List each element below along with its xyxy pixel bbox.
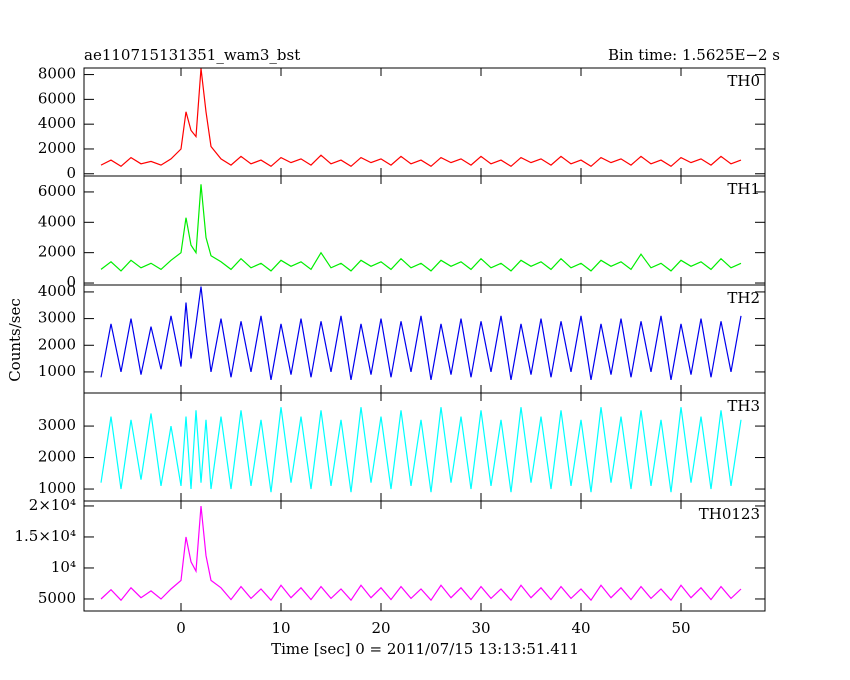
y-tick-label: 4000 <box>38 282 76 300</box>
light-curve <box>100 505 742 602</box>
y-tick-label: 10⁴ <box>51 558 76 576</box>
legend-label: TH0123 <box>699 505 760 523</box>
x-tick-label: 10 <box>271 619 290 637</box>
y-tick-label: 1.5×10⁴ <box>14 527 76 545</box>
panel-frame <box>83 67 766 177</box>
light-curve <box>100 184 742 272</box>
x-tick-label: 30 <box>471 619 490 637</box>
chart-title: ae110715131351_wam3_bst <box>84 46 300 64</box>
y-tick-label: 2000 <box>38 335 76 353</box>
y-tick-label: 1000 <box>38 479 76 497</box>
y-tick-label: 2×10⁴ <box>29 496 76 514</box>
light-curve <box>100 68 742 168</box>
light-curve <box>100 407 742 493</box>
plot-area <box>100 184 742 272</box>
plot-area <box>100 505 742 602</box>
panel-frame <box>83 175 766 286</box>
y-tick-label: 3000 <box>38 416 76 434</box>
y-tick-label: 8000 <box>38 65 76 83</box>
y-tick-label: 6000 <box>38 89 76 107</box>
y-tick-label: 0 <box>66 164 76 182</box>
legend-label: TH2 <box>727 289 760 307</box>
x-axis-label: Time [sec] 0 = 2011/07/15 13:13:51.411 <box>271 640 579 658</box>
plot-area <box>100 407 742 493</box>
y-tick-label: 2000 <box>38 243 76 261</box>
plot-area <box>100 286 742 381</box>
y-tick-label: 0 <box>66 273 76 291</box>
plot-area <box>100 68 742 168</box>
x-tick-label: 20 <box>371 619 390 637</box>
y-tick-label: 6000 <box>38 182 76 200</box>
y-tick-label: 4000 <box>38 114 76 132</box>
legend-label: TH1 <box>727 180 760 198</box>
legend-label: TH0 <box>727 72 760 90</box>
chart-subtitle: Bin time: 1.5625E−2 s <box>608 46 780 64</box>
y-axis-label: Counts/sec <box>6 298 24 382</box>
y-tick-label: 3000 <box>38 309 76 327</box>
light-curve <box>100 286 742 381</box>
x-tick-label: 40 <box>571 619 590 637</box>
y-tick-label: 5000 <box>38 589 76 607</box>
y-tick-label: 4000 <box>38 212 76 230</box>
y-tick-label: 2000 <box>38 139 76 157</box>
x-tick-label: 50 <box>671 619 690 637</box>
y-tick-label: 2000 <box>38 448 76 466</box>
y-tick-label: 1000 <box>38 362 76 380</box>
panel-frame <box>83 500 766 612</box>
legend-label: TH3 <box>727 397 760 415</box>
x-tick-label: 0 <box>176 619 186 637</box>
